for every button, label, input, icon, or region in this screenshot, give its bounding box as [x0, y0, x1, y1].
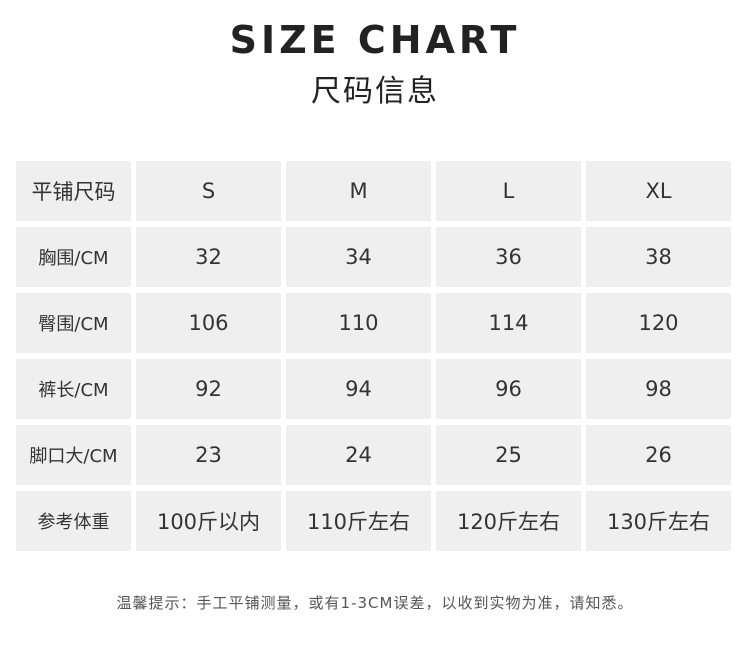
page-subtitle: 尺码信息 — [311, 74, 439, 109]
table-cell: 38 — [586, 227, 731, 287]
row-label: 裤长/CM — [16, 359, 131, 419]
table-cell: 92 — [136, 359, 281, 419]
table-cell: 110斤左右 — [286, 491, 431, 551]
table-cell: 25 — [436, 425, 581, 485]
table-cell: 36 — [436, 227, 581, 287]
table-header-cell: 平铺尺码 — [16, 161, 131, 221]
table-header-cell: L — [436, 161, 581, 221]
table-header-cell: XL — [586, 161, 731, 221]
table-cell: 120 — [586, 293, 731, 353]
table-cell: 114 — [436, 293, 581, 353]
table-header-cell: S — [136, 161, 281, 221]
table-cell: 98 — [586, 359, 731, 419]
row-label: 胸围/CM — [16, 227, 131, 287]
table-cell: 94 — [286, 359, 431, 419]
table-cell: 120斤左右 — [436, 491, 581, 551]
table-cell: 100斤以内 — [136, 491, 281, 551]
table-cell: 32 — [136, 227, 281, 287]
table-cell: 26 — [586, 425, 731, 485]
row-label: 参考体重 — [16, 491, 131, 551]
row-label: 脚口大/CM — [16, 425, 131, 485]
table-cell: 110 — [286, 293, 431, 353]
page-title: SIZE CHART — [229, 18, 521, 62]
size-table: 平铺尺码 S M L XL 胸围/CM 32 34 36 38 臀围/CM 106 110 114 120 裤… — [16, 161, 731, 551]
table-header-cell: M — [286, 161, 431, 221]
row-label: 臀围/CM — [16, 293, 131, 353]
table-cell: 130斤左右 — [586, 491, 731, 551]
table-cell: 106 — [136, 293, 281, 353]
table-cell: 34 — [286, 227, 431, 287]
table-cell: 23 — [136, 425, 281, 485]
table-cell: 24 — [286, 425, 431, 485]
table-cell: 96 — [436, 359, 581, 419]
measurement-note: 温馨提示：手工平铺测量，或有1-3CM误差，以收到实物为准，请知悉。 — [116, 594, 634, 612]
